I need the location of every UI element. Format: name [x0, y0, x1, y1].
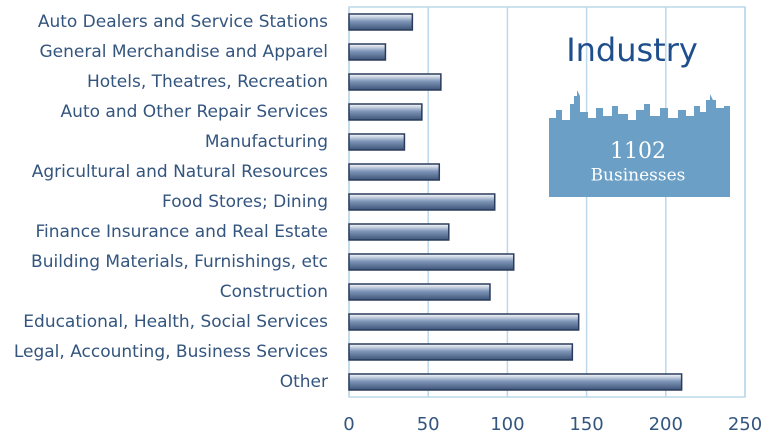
x-tick-label: 150 — [569, 414, 603, 435]
y-tick-label: Building Materials, Furnishings, etc — [31, 252, 328, 272]
y-tick-label: Food Stores; Dining — [162, 192, 328, 212]
bar — [349, 374, 682, 390]
bar — [349, 44, 385, 60]
y-tick-label: Auto and Other Repair Services — [61, 102, 329, 122]
bar — [349, 74, 441, 90]
count: 1102 — [610, 139, 666, 164]
y-tick-label: Finance Insurance and Real Estate — [36, 222, 329, 242]
bar — [349, 194, 495, 210]
x-tick-label: 250 — [728, 414, 762, 435]
count-label: Businesses — [591, 166, 686, 186]
x-tick-label: 50 — [417, 414, 440, 435]
bar — [349, 254, 514, 270]
y-tick-label: Educational, Health, Social Services — [23, 312, 328, 332]
bar — [349, 104, 422, 120]
skyline-badge: 1102 Businesses — [549, 90, 730, 197]
chart: 1102 Businesses Industry 0 50 100 150 200 250… — [0, 0, 769, 445]
bar — [349, 14, 412, 30]
chart-title: Industry — [566, 31, 698, 69]
bar — [349, 134, 404, 150]
bar — [349, 224, 449, 240]
bar — [349, 164, 439, 180]
bar — [349, 314, 579, 330]
x-tick-label: 0 — [343, 414, 354, 435]
x-tick-label: 200 — [649, 414, 683, 435]
y-tick-label: General Merchandise and Apparel — [39, 42, 328, 62]
y-tick-label: Hotels, Theatres, Recreation — [87, 72, 328, 92]
y-tick-label: Other — [280, 372, 328, 392]
x-tick-label: 100 — [490, 414, 524, 435]
y-tick-label: Construction — [220, 282, 328, 302]
y-tick-label: Legal, Accounting, Business Services — [14, 342, 328, 362]
y-tick-label: Agricultural and Natural Resources — [32, 162, 328, 182]
bar — [349, 344, 572, 360]
bar — [349, 284, 490, 300]
y-tick-label: Auto Dealers and Service Stations — [38, 12, 328, 32]
y-tick-label: Manufacturing — [205, 132, 328, 152]
